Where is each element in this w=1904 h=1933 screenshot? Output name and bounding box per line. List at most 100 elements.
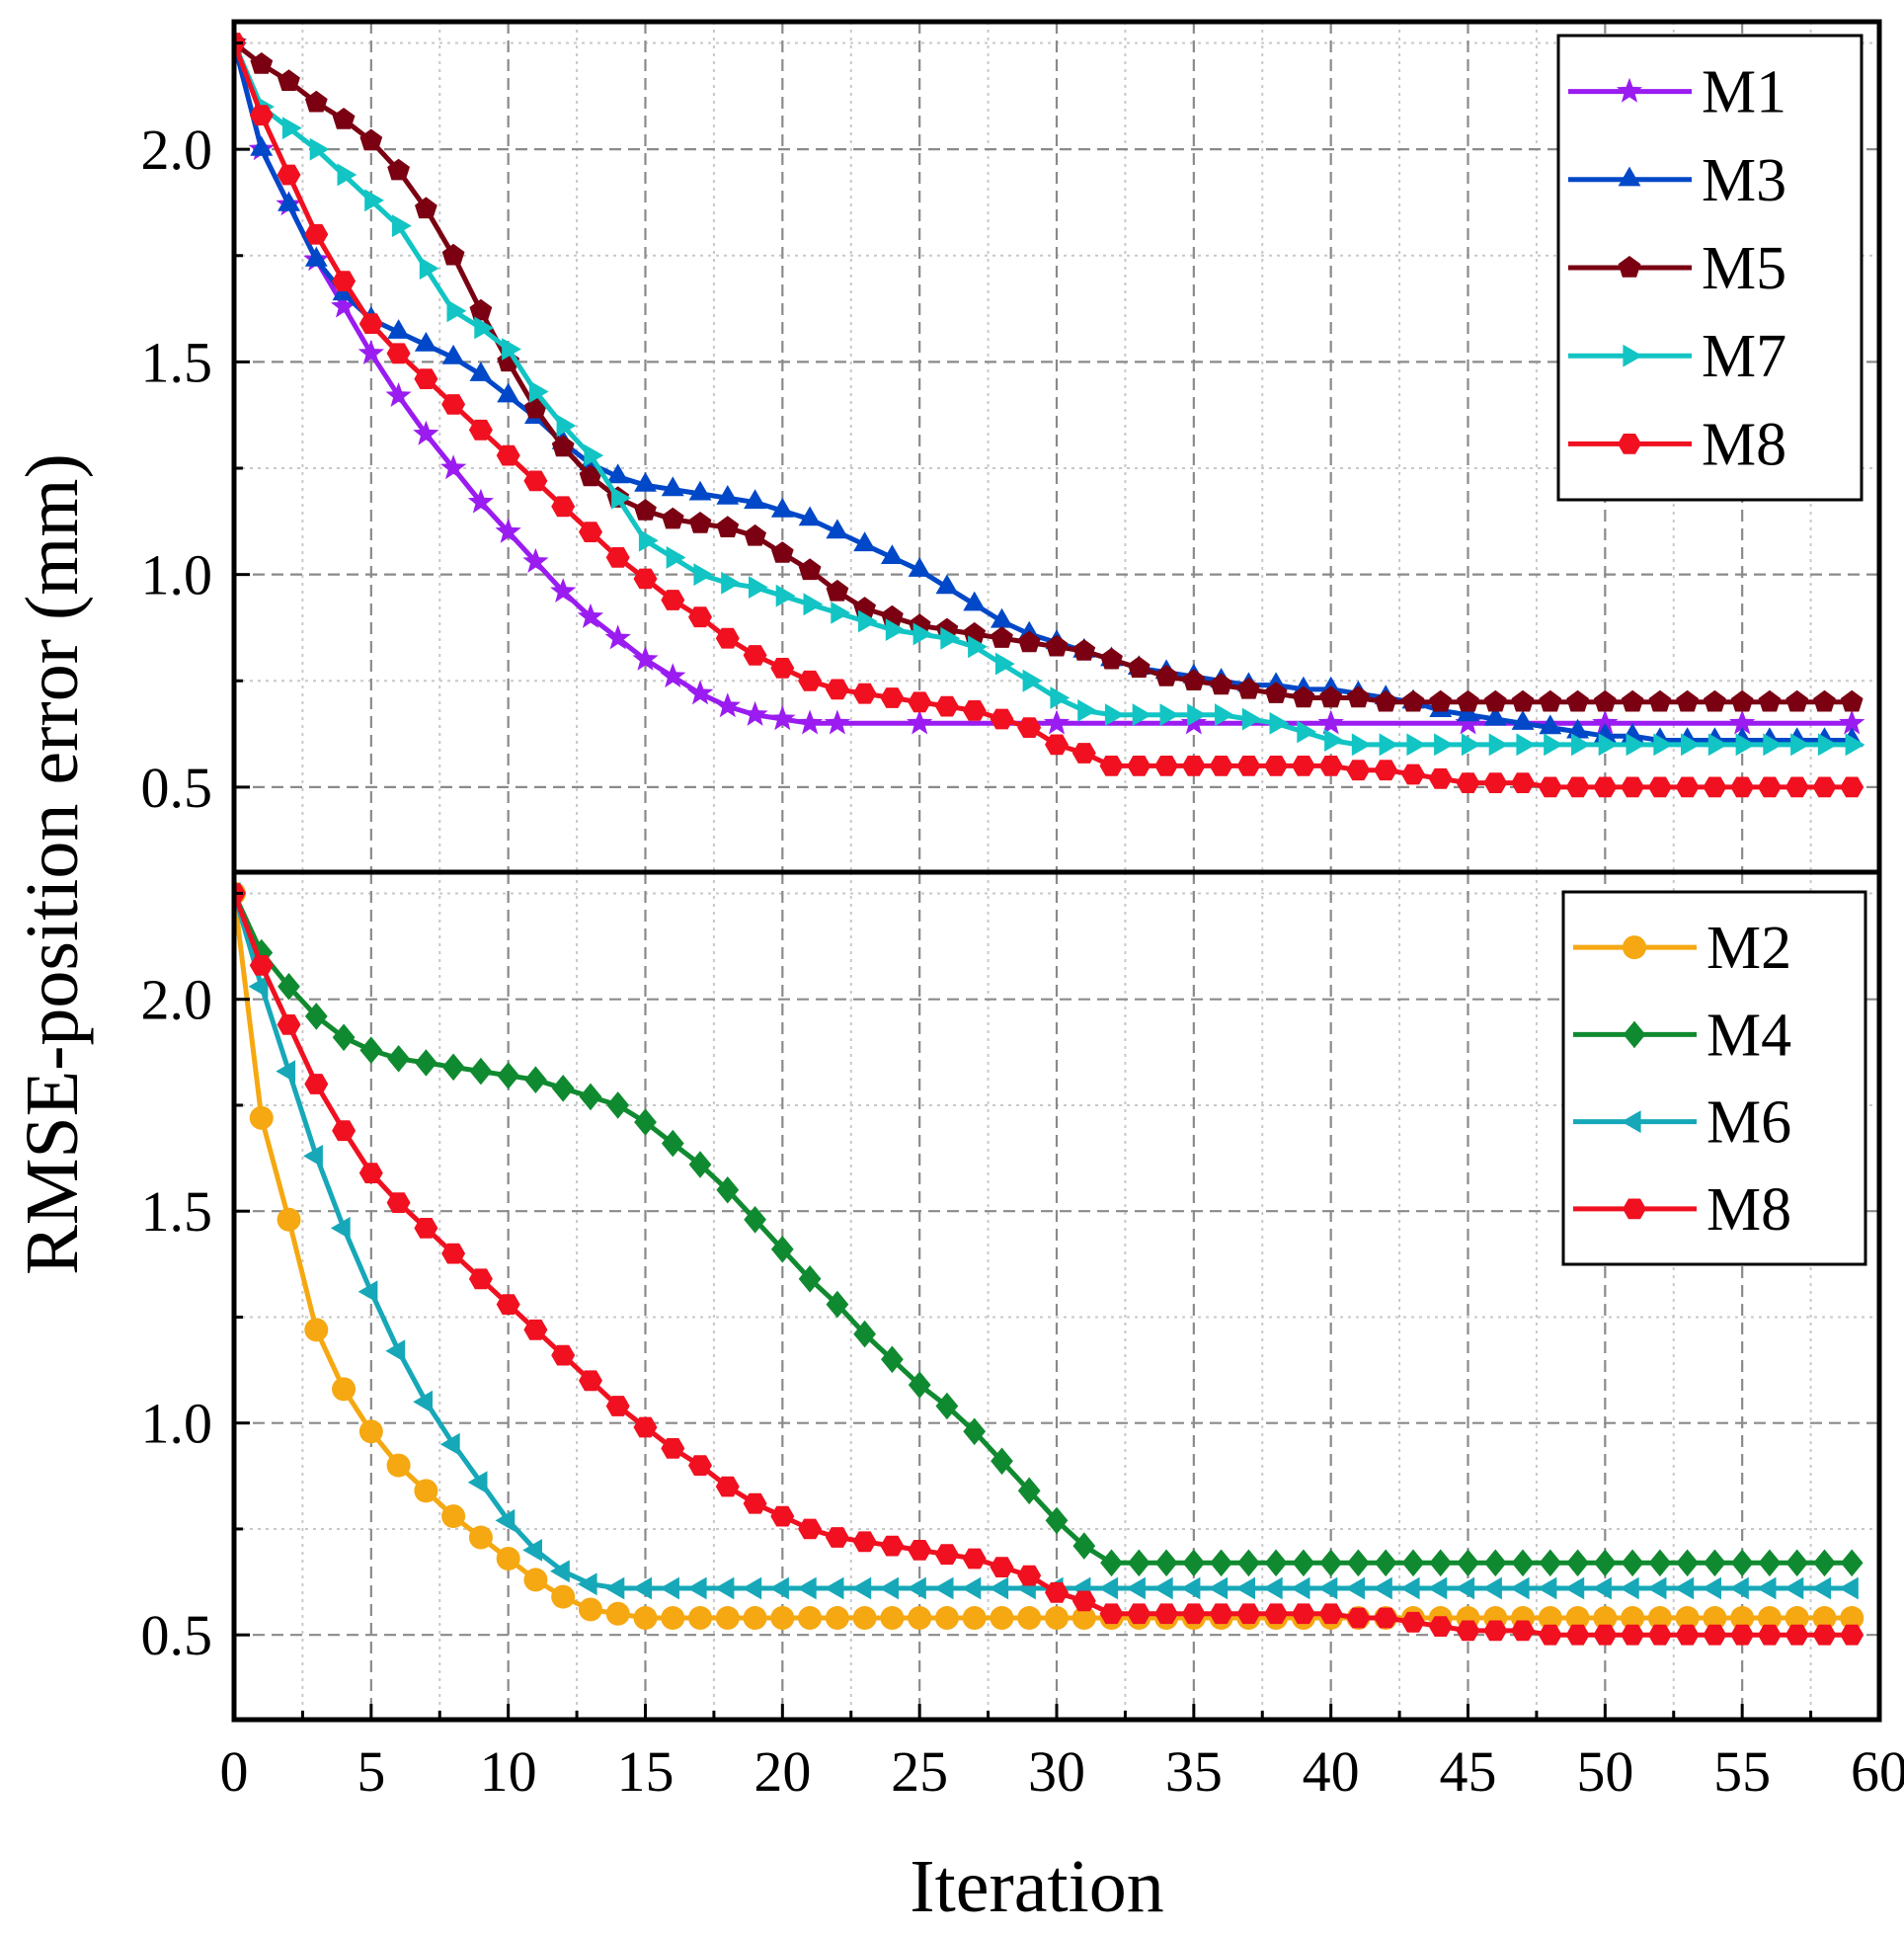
data-point-m4 <box>1429 1549 1453 1577</box>
data-point-m6 <box>632 1576 653 1600</box>
data-point-m3 <box>634 472 657 492</box>
data-point-m8 <box>1785 776 1809 798</box>
data-point-m6 <box>660 1576 679 1600</box>
data-point-m6 <box>1345 1576 1365 1600</box>
data-point-m8 <box>386 1192 411 1213</box>
data-point-m8 <box>1647 1624 1672 1646</box>
data-point-m4 <box>551 1075 575 1102</box>
x-tick-label: 60 <box>1851 1739 1904 1804</box>
data-point-m5 <box>1292 685 1315 708</box>
data-point-m2 <box>633 1606 658 1631</box>
data-point-m1 <box>357 340 384 364</box>
data-point-m8 <box>661 590 685 610</box>
data-point-m8 <box>1099 1603 1124 1625</box>
data-point-m3 <box>881 544 904 564</box>
data-point-m5 <box>991 626 1013 648</box>
data-point-m4 <box>1045 1506 1069 1535</box>
data-point-m5 <box>770 541 794 563</box>
data-point-m5 <box>1429 689 1453 712</box>
data-point-m8 <box>358 1163 383 1183</box>
data-point-m6 <box>1208 1576 1229 1600</box>
data-point-m6 <box>1427 1576 1448 1600</box>
data-point-m8 <box>825 1527 849 1548</box>
data-point-m1 <box>330 292 357 318</box>
x-tick-label: 25 <box>891 1739 948 1804</box>
data-point-m6 <box>330 1216 351 1240</box>
data-point-m8 <box>1374 1607 1398 1629</box>
legend-item-m3: M3 <box>1568 147 1786 214</box>
data-point-m5 <box>1182 669 1206 690</box>
data-point-m8 <box>962 700 987 721</box>
data-point-m5 <box>1511 689 1535 712</box>
data-point-m8 <box>249 105 274 126</box>
data-point-m8 <box>1181 1603 1206 1625</box>
data-point-m8 <box>688 1455 712 1476</box>
data-point-m8 <box>1401 1611 1425 1633</box>
data-point-m8 <box>1840 776 1864 798</box>
data-point-m8 <box>1181 756 1206 776</box>
legend-swatch-marker <box>1618 434 1641 454</box>
data-point-m6 <box>522 1539 542 1562</box>
data-point-m6 <box>467 1471 488 1494</box>
data-point-m3 <box>414 332 437 352</box>
data-point-m8 <box>332 271 357 291</box>
tick-layer: 0.5 1.0 1.5 2.0 0.5 1.0 1.5 2.0 0 5 10 15 20 25 30 35 40… <box>141 41 1904 1804</box>
data-point-m8 <box>1374 760 1398 781</box>
data-point-m8 <box>1017 1565 1042 1586</box>
data-point-m4 <box>798 1265 822 1293</box>
data-point-m5 <box>1319 685 1343 708</box>
data-point-m2 <box>715 1606 740 1631</box>
data-point-m6 <box>907 1576 926 1600</box>
x-tick-label: 15 <box>617 1739 674 1804</box>
y-tick-label: 1.0 <box>141 1392 213 1456</box>
data-point-m7 <box>1351 733 1372 757</box>
data-point-m6 <box>1537 1576 1557 1600</box>
x-tick-label: 10 <box>480 1739 537 1804</box>
data-point-m4 <box>1621 1549 1644 1577</box>
data-point-m8 <box>1703 776 1727 798</box>
series-m8-bottom <box>234 883 1864 1646</box>
x-tick-label: 20 <box>754 1739 811 1804</box>
data-point-m4 <box>1785 1549 1809 1577</box>
data-point-m4 <box>441 1053 465 1082</box>
data-point-m8 <box>304 1074 329 1094</box>
data-point-m2 <box>1538 1606 1562 1631</box>
data-point-m5 <box>332 108 356 129</box>
data-point-m7 <box>638 528 659 552</box>
data-point-m5 <box>250 52 274 74</box>
data-point-m3 <box>278 191 300 211</box>
data-point-m5 <box>1045 634 1069 657</box>
data-point-m1 <box>604 624 631 650</box>
data-point-m4 <box>1483 1549 1507 1577</box>
data-point-m1 <box>686 680 714 705</box>
data-point-m4 <box>278 973 300 1001</box>
data-point-m7 <box>1215 703 1234 727</box>
data-point-m4 <box>497 1062 520 1089</box>
data-point-m6 <box>1152 1576 1173 1600</box>
data-point-m5 <box>551 435 575 457</box>
data-point-m8 <box>1675 1624 1700 1646</box>
data-point-m2 <box>605 1601 630 1626</box>
data-point-m5 <box>716 516 740 537</box>
data-point-m2 <box>496 1546 520 1571</box>
data-point-m3 <box>469 362 493 381</box>
data-point-m5 <box>1374 689 1397 712</box>
data-point-m7 <box>994 652 1015 676</box>
data-point-m1 <box>660 663 686 688</box>
data-point-m8 <box>1154 756 1179 776</box>
data-point-m7 <box>474 316 495 340</box>
data-point-m1 <box>495 518 521 543</box>
data-point-m4 <box>1154 1549 1178 1577</box>
data-point-m4 <box>524 1066 547 1093</box>
data-point-m5 <box>1704 689 1726 712</box>
data-point-m8 <box>1456 772 1480 793</box>
data-point-m2 <box>661 1606 685 1631</box>
data-point-m4 <box>606 1091 630 1119</box>
data-point-m2 <box>880 1606 905 1631</box>
data-point-m8 <box>743 1492 767 1514</box>
y-tick-label: 0.5 <box>141 756 213 820</box>
data-point-m4 <box>469 1057 493 1086</box>
data-point-m8 <box>934 1544 959 1566</box>
data-point-m7 <box>584 443 604 467</box>
data-point-m5 <box>1785 689 1809 712</box>
